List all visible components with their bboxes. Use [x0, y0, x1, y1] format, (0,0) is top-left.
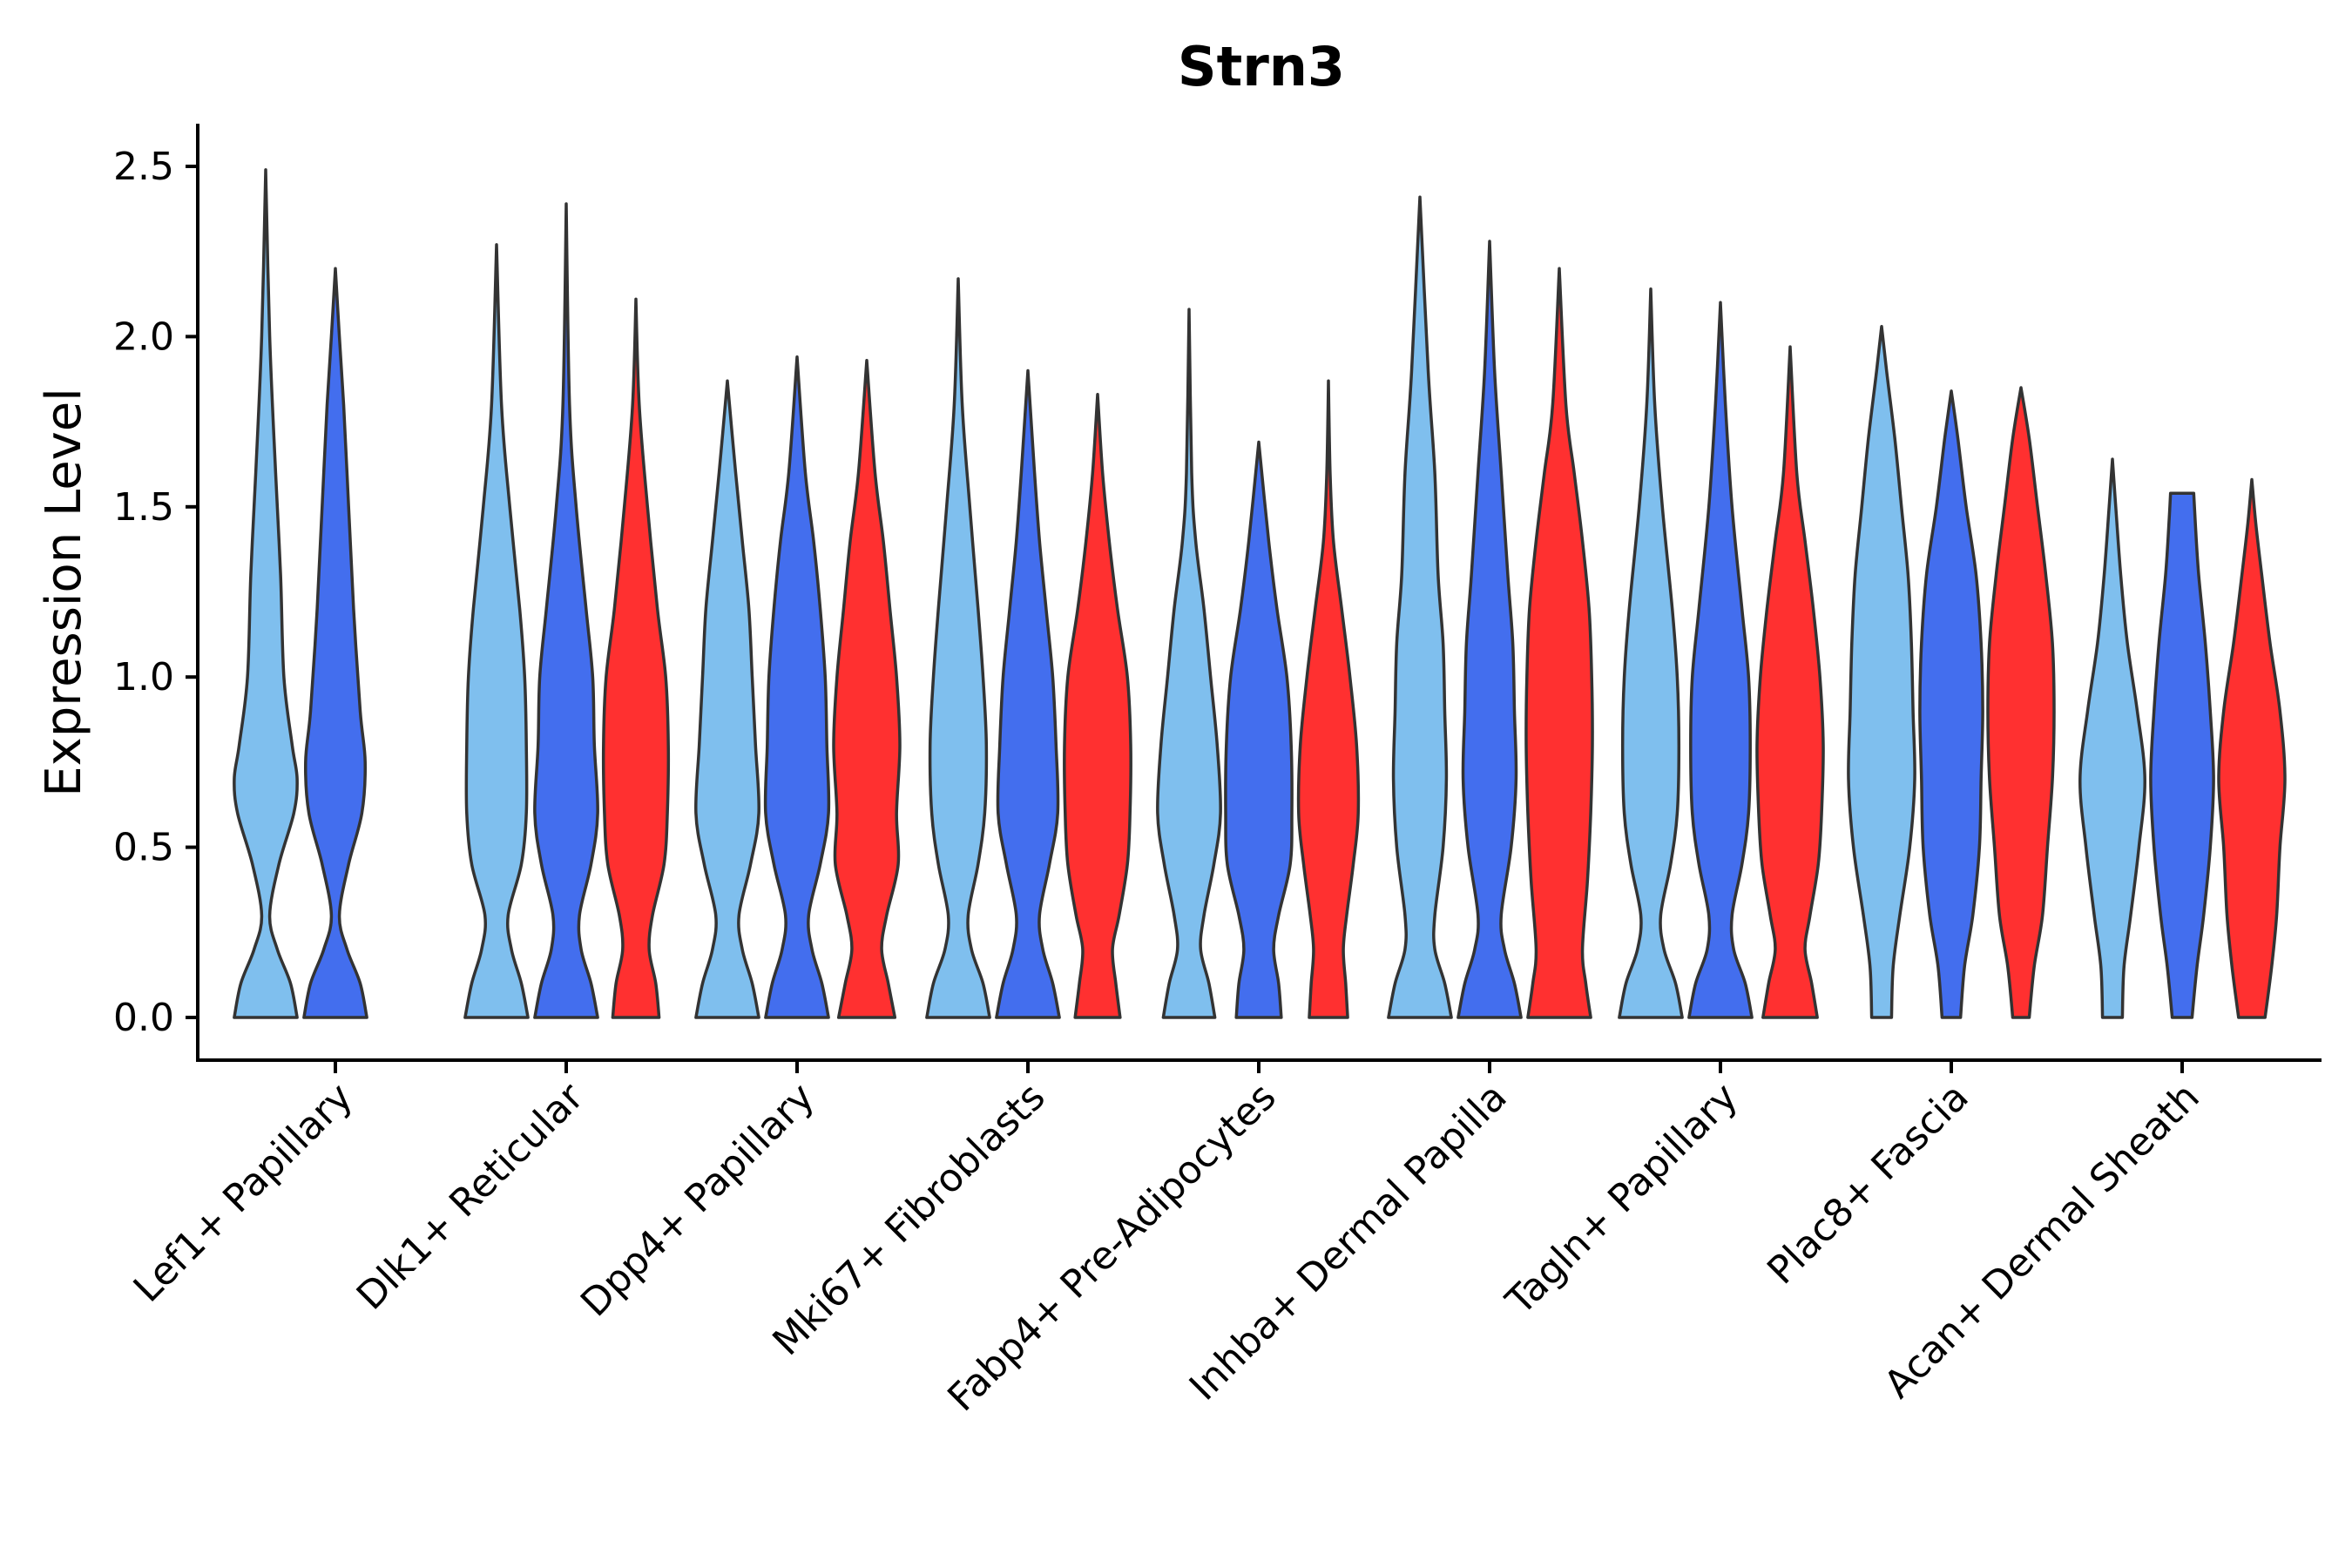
violin-2-1 — [763, 355, 831, 1019]
violin-8-1 — [2149, 491, 2215, 1019]
violin-6-1 — [1687, 301, 1754, 1019]
violin-1-0 — [463, 243, 530, 1019]
y-tick-label: 1.5 — [113, 485, 174, 530]
x-tick-label: Dlk1+ Reticular — [348, 1074, 593, 1319]
violin-7-1 — [1918, 389, 1984, 1019]
y-tick-label: 2.0 — [113, 314, 174, 359]
violin-5-0 — [1387, 195, 1453, 1019]
violin-5-2 — [1524, 267, 1594, 1019]
y-tick-label: 1.0 — [113, 655, 174, 700]
violin-2-0 — [694, 379, 760, 1019]
violin-group — [233, 168, 2287, 1019]
violin-1-1 — [533, 202, 599, 1019]
violin-6-0 — [1618, 287, 1684, 1019]
y-tick-label: 2.5 — [113, 145, 174, 189]
chart-title: Strn3 — [1178, 35, 1345, 98]
violin-4-0 — [1156, 308, 1222, 1019]
violin-2-2 — [832, 359, 902, 1019]
y-ticks: 0.0 0.5 1.0 1.5 2.0 2.5 — [113, 145, 198, 1040]
violin-8-0 — [2078, 457, 2146, 1019]
violin-7-0 — [1847, 324, 1916, 1019]
violin-4-1 — [1224, 440, 1294, 1019]
x-tick-label: Plac8+ Fascia — [1759, 1075, 1977, 1294]
x-tick-label: Dpp4+ Papillary — [572, 1075, 823, 1326]
violin-0-1 — [302, 267, 368, 1019]
y-tick-label: 0.5 — [113, 826, 174, 870]
y-axis-label: Expression Level — [36, 388, 92, 797]
violin-4-2 — [1296, 379, 1361, 1019]
x-tick-label: Tagln+ Papillary — [1497, 1075, 1747, 1324]
violin-3-0 — [925, 277, 991, 1019]
violin-1-2 — [601, 297, 671, 1019]
violin-6-2 — [1755, 345, 1825, 1019]
violin-0-0 — [233, 168, 299, 1019]
violin-5-1 — [1456, 240, 1523, 1019]
violin-8-2 — [2217, 477, 2287, 1019]
violin-7-2 — [1986, 386, 2056, 1019]
violin-3-1 — [995, 368, 1061, 1019]
violin-3-2 — [1063, 393, 1132, 1019]
y-tick-label: 0.0 — [113, 996, 174, 1040]
x-tick-label: Lef1+ Papillary — [125, 1075, 362, 1311]
